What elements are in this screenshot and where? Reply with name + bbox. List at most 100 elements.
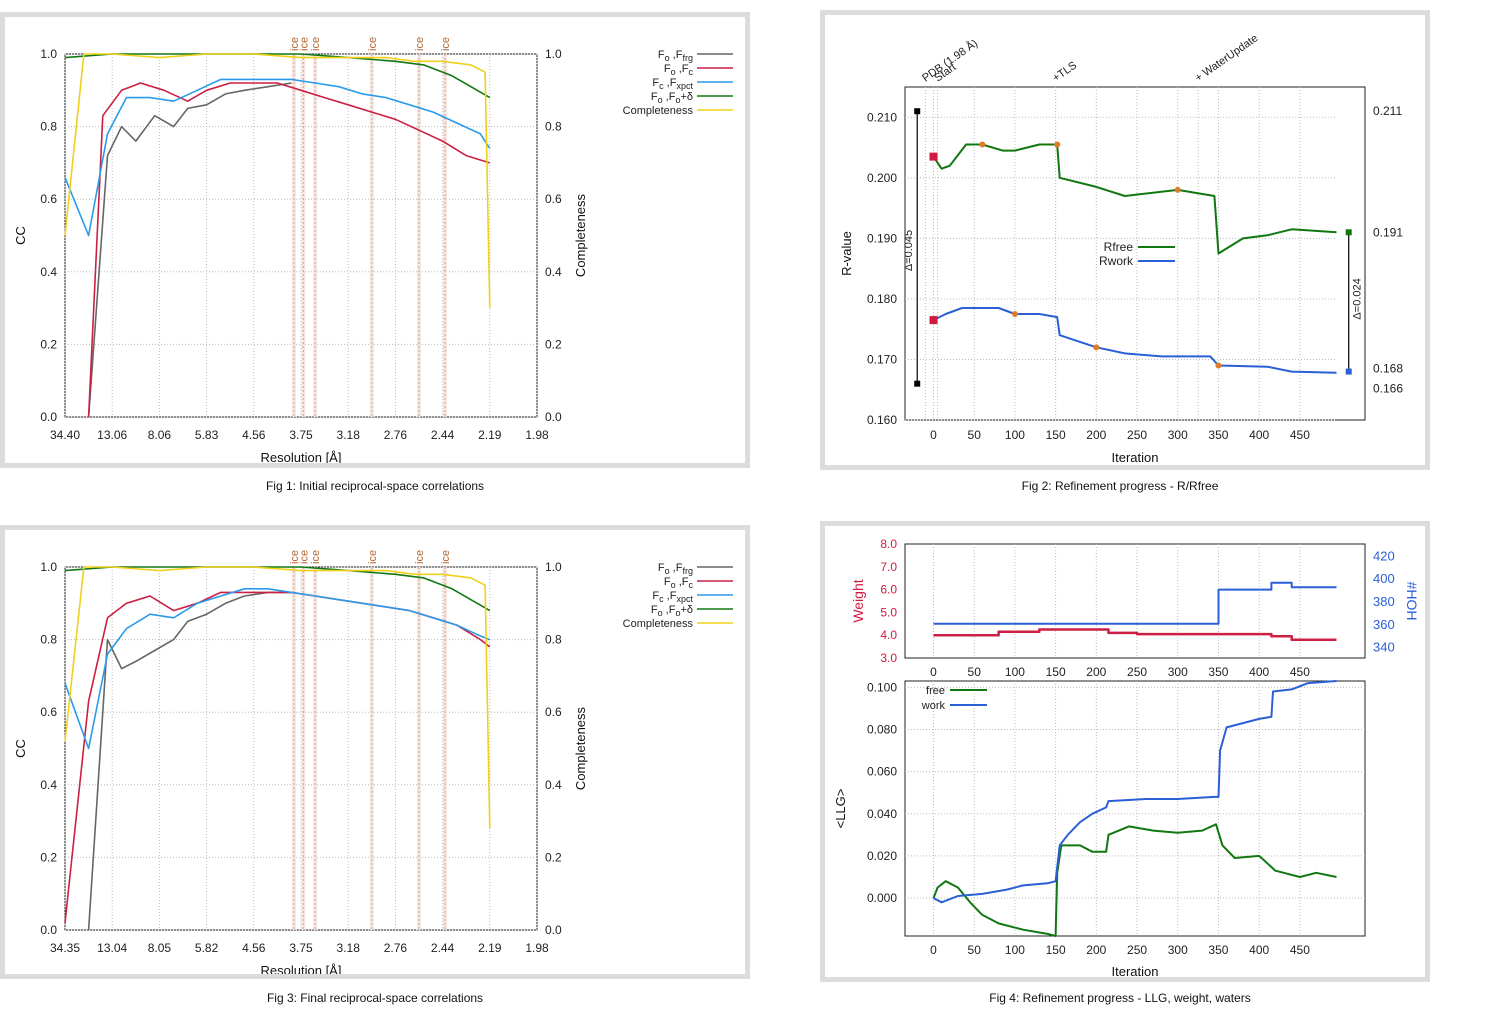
- y2-tick-label: 360: [1373, 617, 1395, 632]
- x-tick-label: 450: [1290, 665, 1310, 679]
- x-tick-label: 2.19: [478, 941, 502, 955]
- x-tick-label: 2.19: [478, 428, 502, 442]
- ice-label: ice: [289, 550, 301, 564]
- y-axis-label: R-value: [839, 231, 854, 276]
- llg-line: [933, 680, 1337, 904]
- legend-label: free: [926, 685, 945, 697]
- delta-right-label: Δ=0.024: [1352, 278, 1364, 319]
- data-point-square: [929, 316, 938, 325]
- legend-label: work: [921, 700, 946, 712]
- y-tick-label: 0.020: [867, 849, 897, 863]
- y2-tick-label: 0.2: [545, 850, 562, 864]
- x-tick-label: 50: [968, 943, 982, 957]
- y-tick-label: 0.6: [40, 192, 57, 206]
- ice-label: ice: [298, 550, 310, 564]
- x-tick-label: 50: [968, 665, 982, 679]
- y2-tick-label: 1.0: [545, 47, 562, 61]
- y-axis-label: CC: [13, 739, 28, 758]
- series-line: [64, 566, 491, 612]
- y2-tick-label: 0.4: [545, 265, 562, 279]
- fig2-caption: Fig 2: Refinement progress - R/Rfree: [1021, 479, 1219, 493]
- weight-line: [933, 628, 1337, 642]
- x-tick-label: 34.40: [50, 428, 80, 442]
- x-tick-label: 1.98: [525, 941, 549, 955]
- series-line: [932, 143, 1337, 255]
- x-tick-label: 4.56: [242, 941, 266, 955]
- y-axis-label: CC: [13, 226, 28, 245]
- series-line: [87, 591, 292, 931]
- x-tick-label: 250: [1127, 428, 1147, 442]
- y-tick-label: 8.0: [880, 537, 897, 551]
- x-tick-label: 2.76: [384, 941, 408, 955]
- x-tick-label: 150: [1046, 428, 1066, 442]
- hoh-axis-label: #HOH: [1404, 582, 1420, 621]
- x-tick-label: 0: [930, 943, 937, 957]
- ice-label: ice: [440, 37, 452, 51]
- series-line: [64, 78, 491, 237]
- ice-label: ice: [367, 550, 379, 564]
- event-label: + WaterUpdate: [1193, 32, 1260, 84]
- x-tick-label: 2.76: [384, 428, 408, 442]
- ice-label: ice: [440, 550, 452, 564]
- y2-tick-label: 0.2: [545, 337, 562, 351]
- legend-label: Completeness: [623, 618, 694, 630]
- y2-tick-label: 0.0: [545, 410, 562, 424]
- legend-label: Fo ,Fc: [664, 576, 694, 590]
- data-point: [1011, 311, 1018, 318]
- x-tick-label: 100: [1005, 428, 1025, 442]
- series-line: [64, 53, 491, 309]
- x-tick-label: 0: [930, 665, 937, 679]
- legend-label: Fc ,Fxpct: [652, 77, 693, 91]
- delta-left-marker: [914, 380, 921, 387]
- legend-label: Fo ,Fo+δ: [651, 91, 693, 105]
- legend-label: Fo ,Ffrg: [658, 49, 693, 63]
- x-tick-label: 400: [1249, 428, 1269, 442]
- legend-label: Completeness: [623, 105, 694, 117]
- plot-frame: [904, 86, 1366, 421]
- x-tick-label: 100: [1005, 665, 1025, 679]
- fig4-caption: Fig 4: Refinement progress - LLG, weight…: [989, 991, 1251, 1005]
- x-tick-label: 300: [1168, 943, 1188, 957]
- y-axis-label: <LLG>: [833, 789, 848, 829]
- ice-label: ice: [414, 37, 426, 51]
- x-tick-label: 350: [1208, 428, 1228, 442]
- event-label: PDB (1.98 Å): [920, 37, 981, 85]
- y-tick-label: 3.0: [880, 651, 897, 665]
- data-point: [1174, 186, 1181, 193]
- x-tick-label: 3.18: [337, 941, 361, 955]
- y-tick-label: 0.160: [867, 413, 897, 427]
- fig1-panel: 34.40 13.06 8.06 5.83 4.56 3.75 3.18 2.76 2.44 2.…: [0, 12, 750, 468]
- y2-tick-label: 0.6: [545, 705, 562, 719]
- y2-tick-label: 400: [1373, 571, 1395, 586]
- x-tick-label: 200: [1086, 428, 1106, 442]
- y2-tick-label: 0.0: [545, 923, 562, 937]
- fig3-caption: Fig 3: Final reciprocal-space correlatio…: [266, 991, 484, 1005]
- x-tick-label: 34.35: [50, 941, 80, 955]
- x-tick-label: 2.44: [431, 941, 455, 955]
- y-tick-label: 0.200: [867, 171, 897, 185]
- x-tick-label: 400: [1249, 665, 1269, 679]
- fig4-chart: 0 50 100 150 200 250 300 350 400 450 3.0 4.0 5.0 6.0 7…: [833, 537, 1420, 979]
- x-tick-label: 200: [1086, 665, 1106, 679]
- y-tick-label: 0.040: [867, 807, 897, 821]
- y2-tick-label: 0.166: [1373, 382, 1403, 396]
- ice-label: ice: [310, 550, 322, 564]
- series-line: [87, 82, 491, 418]
- x-tick-label: 4.56: [242, 428, 266, 442]
- x-tick-label: 5.82: [195, 941, 219, 955]
- y-tick-label: 0.0: [40, 923, 57, 937]
- x-tick-label: 400: [1249, 943, 1269, 957]
- x-tick-label: 1.98: [525, 428, 549, 442]
- y-tick-label: 0.180: [867, 292, 897, 306]
- y-tick-label: 1.0: [40, 47, 57, 61]
- data-point: [1215, 362, 1222, 369]
- x-tick-label: 8.06: [148, 428, 172, 442]
- x-tick-label: 450: [1290, 943, 1310, 957]
- x-tick-label: 100: [1005, 943, 1025, 957]
- hoh-line: [933, 581, 1337, 625]
- y-tick-label: 0.100: [867, 680, 897, 694]
- x-tick-label: 150: [1046, 943, 1066, 957]
- y-tick-label: 0.6: [40, 705, 57, 719]
- x-tick-label: 5.83: [195, 428, 219, 442]
- y2-axis-label: Completeness: [573, 193, 588, 277]
